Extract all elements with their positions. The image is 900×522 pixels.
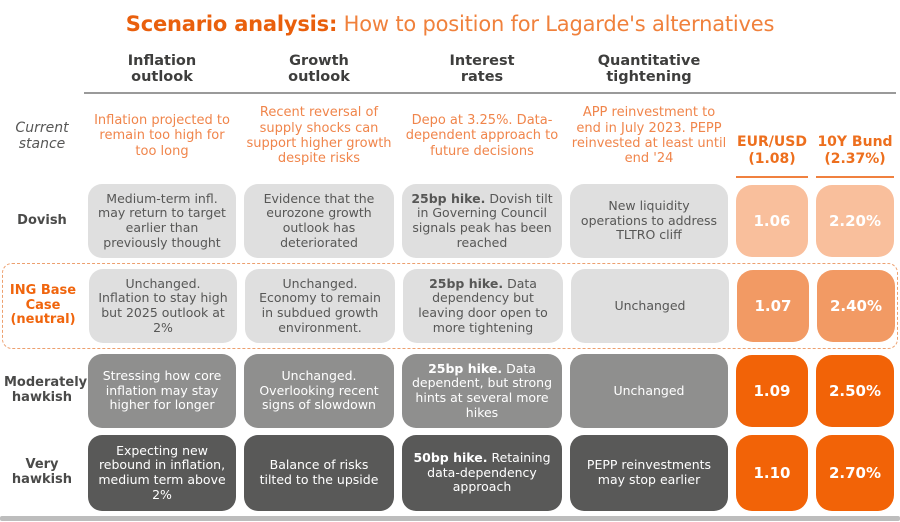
current-qt-cell: APP reinvestment to end in July 2023. PE… — [571, 105, 727, 167]
header-growth-outlook: Growth outlook — [288, 52, 350, 86]
row-moderately-hawkish: Moderately hawkish Stressing how core in… — [4, 354, 896, 428]
header-interest-rates: Interest rates — [449, 52, 515, 86]
header-divider — [84, 92, 896, 94]
title-lead: Scenario analysis: — [125, 12, 338, 36]
row-current-stance: Current stance Inflation projected to re… — [4, 94, 896, 178]
dovish-qt-cell: New liquidity operations to address TLTR… — [570, 184, 728, 258]
ing-qt-cell: Unchanged — [571, 269, 729, 343]
current-rates-cell: Depo at 3.25%. Data-dependent approach t… — [405, 113, 559, 159]
eurusd-header: EUR/USD (1.08) — [736, 94, 808, 178]
header-inflation-outlook: Inflation outlook — [127, 52, 197, 86]
page-title: Scenario analysis: How to position for L… — [4, 12, 896, 36]
eurusd-header-underline — [736, 176, 808, 178]
mod-hawkish-rates-rest: Data dependent, but strong hints at seve… — [411, 360, 553, 420]
mod-hawkish-bund-value: 2.50% — [816, 355, 894, 427]
dovish-growth-cell: Evidence that the eurozone growth outloo… — [244, 184, 394, 258]
very-hawkish-eurusd-value: 1.10 — [736, 435, 808, 511]
ing-inflation-cell: Unchanged. Inflation to stay high but 20… — [89, 269, 237, 343]
mod-hawkish-qt-cell: Unchanged — [570, 354, 728, 428]
dovish-inflation-cell: Medium-term infl. may return to target e… — [88, 184, 236, 258]
dovish-rates-bold: 25bp hike. — [411, 190, 486, 206]
dovish-bund-value: 2.20% — [816, 185, 894, 257]
current-growth-cell: Recent reversal of supply shocks can sup… — [246, 105, 392, 167]
mod-hawkish-inflation-cell: Stressing how core inflation may stay hi… — [88, 354, 236, 428]
mod-hawkish-growth-cell: Unchanged. Overlooking recent signs of s… — [244, 354, 394, 428]
header-quantitative-tightening: Quantitative tightening — [597, 52, 701, 86]
row-ing-base-case: ING Base Case (neutral) Unchanged. Infla… — [2, 263, 898, 349]
bund-header-label: 10Y Bund (2.37%) — [817, 134, 893, 168]
bottom-crop-strip — [0, 516, 900, 521]
ing-growth-cell: Unchanged. Economy to remain in subdued … — [245, 269, 395, 343]
row-dovish: Dovish Medium-term infl. may return to t… — [4, 184, 896, 258]
mod-hawkish-rates-cell: 25bp hike. Data dependent, but strong hi… — [402, 354, 562, 428]
very-hawkish-rates-rest: Retaining data-dependency approach — [427, 449, 551, 495]
dovish-rates-rest: Dovish tilt in Governing Council signals… — [412, 190, 553, 250]
ing-rates-bold: 25bp hike. — [429, 275, 504, 291]
dovish-eurusd-value: 1.06 — [736, 185, 808, 257]
row-label-moderately-hawkish: Moderately hawkish — [4, 375, 88, 405]
ing-bund-value: 2.40% — [817, 270, 895, 342]
column-header-row: Inflation outlook Growth outlook Interes… — [4, 48, 896, 90]
bund-header-underline — [816, 176, 894, 178]
title-rest: How to position for Lagarde's alternativ… — [337, 12, 775, 36]
mod-hawkish-eurusd-value: 1.09 — [736, 355, 808, 427]
very-hawkish-bund-value: 2.70% — [816, 435, 894, 511]
row-label-dovish: Dovish — [17, 212, 67, 228]
ing-rates-rest: Data dependency but leaving door open to… — [418, 275, 548, 335]
ing-rates-cell: 25bp hike. Data dependency but leaving d… — [403, 269, 563, 343]
eurusd-header-label: EUR/USD (1.08) — [737, 134, 807, 168]
very-hawkish-rates-bold: 50bp hike. — [413, 449, 488, 465]
ing-eurusd-value: 1.07 — [737, 270, 809, 342]
row-label-current-stance: Current stance — [15, 119, 69, 152]
very-hawkish-growth-cell: Balance of risks tilted to the upside — [244, 435, 394, 511]
row-label-ing-base-case: ING Base Case (neutral) — [9, 282, 77, 328]
current-inflation-cell: Inflation projected to remain too high f… — [94, 113, 230, 159]
dovish-rates-cell: 25bp hike. Dovish tilt in Governing Coun… — [402, 184, 562, 258]
mod-hawkish-rates-bold: 25bp hike. — [428, 360, 503, 376]
row-very-hawkish: Very hawkish Expecting new rebound in in… — [4, 435, 896, 511]
very-hawkish-inflation-cell: Expecting new rebound in inflation, medi… — [88, 435, 236, 511]
bund-header: 10Y Bund (2.37%) — [816, 94, 894, 178]
very-hawkish-rates-cell: 50bp hike. Retaining data-dependency app… — [402, 435, 562, 511]
row-label-very-hawkish: Very hawkish — [11, 457, 73, 487]
very-hawkish-qt-cell: PEPP reinvestments may stop earlier — [570, 435, 728, 511]
